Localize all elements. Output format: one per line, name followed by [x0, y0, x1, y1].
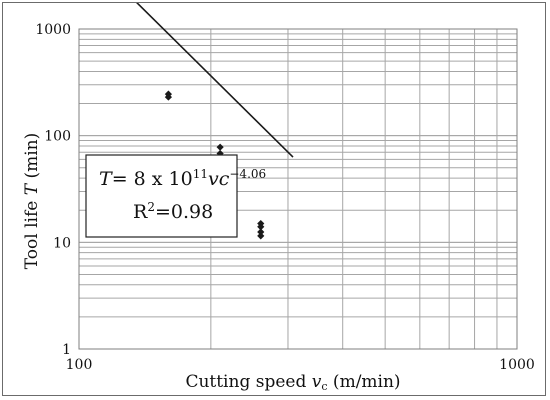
trendline: [136, 3, 294, 158]
x-axis-label: Cutting speed vc (m/min): [185, 372, 400, 393]
data-point: [257, 232, 265, 240]
y-tick-label: 1000: [35, 22, 71, 38]
plot-area-border: [78, 28, 518, 350]
equation-box: [85, 154, 238, 238]
grid-lines: [79, 29, 517, 349]
y-tick-label: 100: [44, 129, 71, 145]
equation-text: T= 8 x 1011vc−4.06: [99, 167, 266, 190]
r-squared-text: R2=0.98: [133, 200, 213, 223]
data-point: [164, 93, 173, 101]
chart-frame: 1 10 100 1000 100 1000 T= 8 x 1011vc−4.06 R2…: [2, 2, 546, 396]
x-tick-label: 1000: [499, 357, 535, 373]
y-tick-label: 1: [62, 342, 71, 358]
y-axis-label: Tool life T (min): [22, 133, 42, 270]
x-tick-label: 100: [66, 357, 93, 373]
x-tick-labels: 100 1000: [66, 357, 535, 373]
tool-life-chart: 1 10 100 1000 100 1000 T= 8 x 1011vc−4.06 R2…: [22, 3, 535, 393]
data-point: [216, 143, 224, 151]
y-tick-label: 10: [53, 235, 71, 251]
y-tick-labels: 1 10 100 1000: [35, 22, 71, 358]
